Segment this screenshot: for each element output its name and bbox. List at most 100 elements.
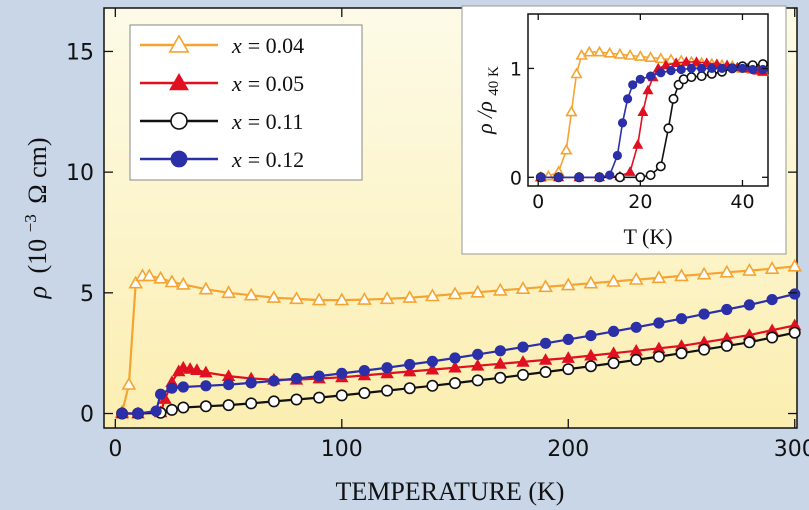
main-data-point (560, 277, 576, 291)
inset-data-point (663, 123, 674, 134)
main-data-point (245, 397, 258, 410)
legend-entry-orange: x = 0.04 (140, 33, 304, 58)
main-data-point (313, 370, 325, 382)
inset-x-axis-title: T (K) (623, 224, 672, 249)
main-data-point (448, 360, 462, 373)
main-series-layer (114, 258, 803, 420)
main-data-point (719, 264, 735, 278)
main-data-point (336, 367, 348, 379)
main-y-tick-label: 15 (66, 40, 94, 65)
legend-marker (168, 34, 190, 53)
inset-y-tick-label: 0 (510, 167, 522, 189)
main-data-point (607, 325, 620, 337)
main-data-point (245, 377, 257, 389)
legend-label: x = 0.11 (231, 109, 303, 134)
inset-data-point (696, 63, 707, 74)
main-data-point (266, 290, 282, 303)
main-data-point (539, 365, 552, 378)
y-axis-title: ρ (10 −3 Ω cm) (13, 138, 52, 300)
main-data-point (403, 364, 417, 377)
inset-y-title-rho: ρ (472, 123, 497, 135)
y-axis-title-unit: Ω cm) (23, 138, 52, 204)
inset-data-point (696, 71, 707, 82)
main-x-tick-label: 0 (108, 437, 122, 462)
main-data-point (116, 407, 128, 420)
inset-data-point (574, 172, 584, 182)
main-data-point (562, 363, 575, 376)
main-data-point (153, 270, 168, 284)
main-data-point (583, 275, 599, 289)
main-data-point (402, 290, 418, 303)
inset-axes: 0 20 40 0 1 (510, 14, 768, 213)
main-data-point (166, 382, 178, 394)
main-data-point (698, 308, 710, 320)
main-data-point (630, 353, 643, 366)
main-data-point (492, 282, 508, 296)
inset-x-tick-label: 0 (532, 191, 544, 213)
legend-entry-black: x = 0.11 (140, 109, 303, 134)
inset-x-tick-label: 40 (730, 191, 754, 213)
inset-data-point (622, 94, 633, 104)
main-series-blue (116, 288, 801, 420)
inset-data-point (686, 63, 697, 74)
main-data-point (584, 348, 598, 361)
main-data-point (221, 285, 236, 299)
legend-marker (170, 112, 188, 130)
inset-data-point (748, 64, 758, 75)
main-y-tick-label: 0 (80, 403, 94, 428)
main-data-point (404, 358, 416, 371)
inset-data-point (637, 106, 649, 116)
y-axis-title-exponent: −3 (21, 214, 40, 232)
main-data-point (607, 357, 620, 370)
main-data-point (606, 273, 621, 287)
legend-label: x = 0.12 (231, 147, 304, 172)
main-data-point (584, 360, 597, 373)
main-data-point (175, 276, 191, 290)
main-data-point (199, 365, 213, 378)
main-data-point (517, 341, 529, 353)
main-data-point (177, 401, 190, 414)
main-data-point (516, 355, 530, 367)
main-data-point (539, 337, 552, 349)
main-data-point (289, 291, 304, 305)
main-data-point (198, 281, 214, 295)
main-data-point (177, 381, 189, 393)
inset-data-point (758, 64, 768, 75)
inset-data-point (717, 63, 727, 74)
main-data-point (164, 274, 180, 288)
main-data-point (764, 261, 780, 275)
main-data-point (199, 400, 212, 413)
main-data-point (743, 299, 756, 311)
main-data-point (653, 317, 665, 329)
inset-series-line (540, 67, 763, 179)
inset-data-point (605, 170, 615, 180)
main-data-point (471, 358, 485, 371)
inset-data-point (660, 59, 672, 70)
main-data-point (381, 362, 393, 374)
main-data-point (766, 293, 778, 306)
main-data-point (743, 336, 756, 349)
main-series-black (116, 326, 801, 420)
main-data-point (742, 262, 757, 276)
inset-y-title-sub: 40 K (486, 66, 502, 96)
legend-marker (169, 72, 189, 91)
inset-data-point (624, 166, 636, 176)
main-data-point (651, 270, 667, 284)
legend-entry-red: x = 0.05 (140, 71, 304, 96)
legend: x = 0.04 x = 0.05 x = 0.11 x = 0.12 (129, 24, 363, 181)
main-data-point (675, 347, 688, 360)
main-data-point (268, 375, 280, 387)
main-data-point (358, 364, 370, 377)
main-data-point (128, 275, 144, 289)
main-data-point (357, 291, 372, 305)
main-data-point (675, 313, 688, 325)
inset-data-point (727, 63, 737, 74)
main-data-point (494, 345, 506, 357)
inset-data-point (654, 52, 667, 64)
legend-box (129, 24, 363, 181)
main-data-point (787, 258, 803, 272)
main-data-point (515, 281, 531, 295)
inset-data-point (593, 45, 606, 57)
inset-data-point (642, 84, 654, 95)
inset-data-point (666, 66, 676, 76)
